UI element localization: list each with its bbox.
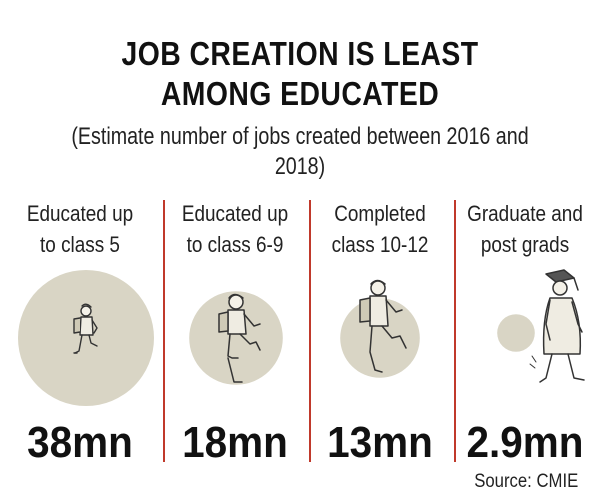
chart-title: JOB CREATION IS LEAST AMONG EDUCATED [42, 34, 558, 114]
category-label-3-line-1: Completed [334, 201, 426, 226]
student-walking-icon [359, 279, 407, 373]
title-line-2: AMONG EDUCATED [160, 75, 440, 112]
student-walking-icon [218, 293, 261, 383]
column-divider-1 [163, 200, 165, 462]
source-note: Source: CMIE [473, 471, 578, 492]
bubbles-group [18, 270, 535, 406]
value-label-4: 2.9mn [466, 418, 584, 467]
category-label-3: Completed class 10-12 [316, 198, 445, 260]
bubble-4 [497, 314, 535, 352]
column-divider-2 [309, 200, 311, 462]
schoolboy-icon [73, 303, 98, 354]
category-label-1: Educated up to class 5 [16, 198, 145, 260]
category-label-4-line-1: Graduate and [467, 201, 583, 226]
bubble-2 [189, 291, 283, 385]
category-label-2-line-2: to class 6-9 [186, 232, 284, 257]
category-label-1-line-2: to class 5 [40, 232, 120, 257]
category-label-4: Graduate and post grads [461, 198, 590, 260]
graduate-walking-icon [529, 269, 585, 383]
category-label-2-line-1: Educated up [181, 201, 289, 226]
value-label-2: 18mn [182, 418, 288, 467]
category-label-2: Educated up to class 6-9 [171, 198, 300, 260]
title-line-1: JOB CREATION IS LEAST [121, 35, 479, 72]
category-label-3-line-2: class 10-12 [331, 232, 429, 257]
bubble-1 [18, 270, 154, 406]
chart-subtitle: (Estimate number of jobs created between… [71, 123, 529, 180]
category-label-1-line-1: Educated up [26, 201, 134, 226]
category-label-4-line-2: post grads [480, 232, 570, 257]
value-label-3: 13mn [327, 418, 433, 467]
column-divider-3 [454, 200, 456, 462]
value-label-1: 38mn [27, 418, 133, 467]
